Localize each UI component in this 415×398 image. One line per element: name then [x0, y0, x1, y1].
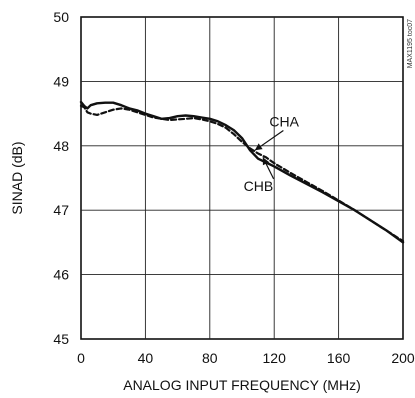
x-tick-labels: 0 40 80 120 160 200 — [77, 350, 415, 366]
x-tick-label: 0 — [77, 350, 85, 366]
annotations: CHA CHB — [244, 113, 300, 193]
y-tick-label: 49 — [53, 73, 69, 89]
series-line-chb — [79, 100, 405, 244]
x-tick-label: 80 — [202, 350, 218, 366]
x-tick-label: 200 — [391, 350, 415, 366]
y-tick-label: 46 — [53, 267, 69, 283]
x-tick-label: 120 — [263, 350, 287, 366]
plot-frame — [80, 16, 404, 340]
annotation-arrow-head — [254, 143, 263, 151]
annotation-cha: CHA — [269, 113, 299, 129]
y-axis-title: SINAD (dB) — [9, 141, 25, 214]
y-tick-label: 47 — [53, 202, 69, 218]
x-tick-label: 40 — [138, 350, 154, 366]
x-axis-title: ANALOG INPUT FREQUENCY (MHz) — [123, 377, 361, 393]
y-tick-label: 45 — [53, 331, 69, 347]
x-tick-label: 160 — [327, 350, 351, 366]
grid — [81, 17, 403, 339]
y-tick-label: 48 — [53, 138, 69, 154]
series-line-cha — [79, 104, 405, 243]
watermark: MAX1195 toc07 — [407, 19, 414, 68]
y-tick-label: 50 — [53, 9, 69, 25]
annotation-arrow-head — [262, 157, 270, 166]
y-tick-labels: 45 46 47 48 49 50 — [53, 9, 69, 347]
plot-frame-group — [80, 16, 404, 340]
series-layer — [79, 100, 405, 244]
annotation-chb: CHB — [244, 178, 274, 194]
